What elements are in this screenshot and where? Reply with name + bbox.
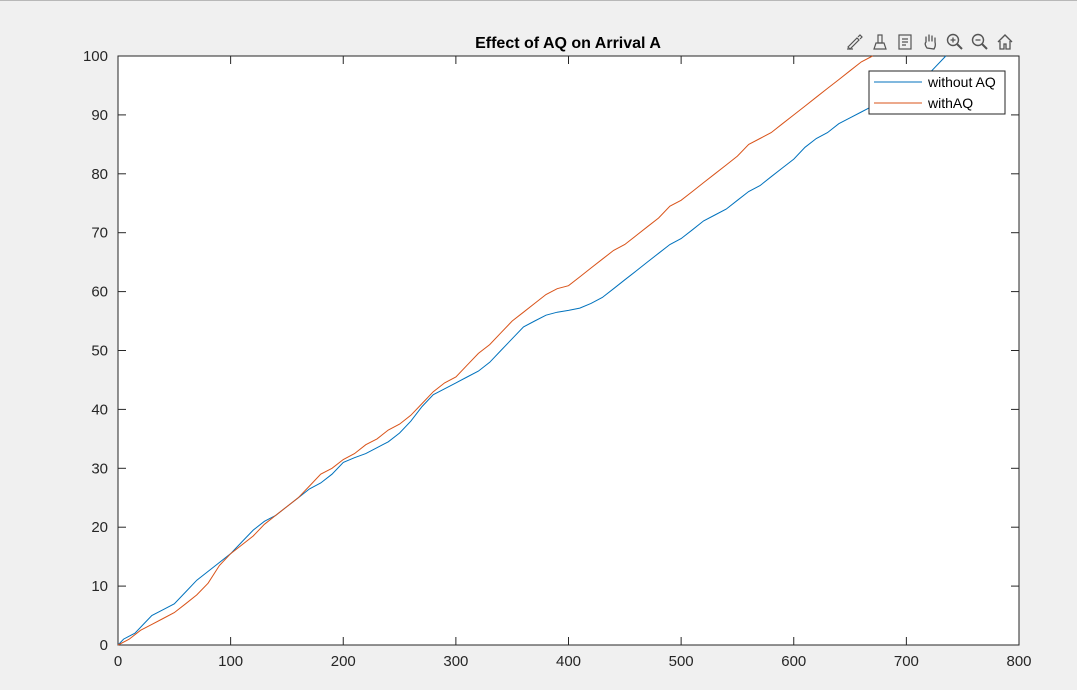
series-line-withaq [117, 55, 873, 646]
plot-area [117, 55, 1020, 646]
home-icon[interactable] [992, 30, 1017, 54]
brush-edit-icon[interactable] [842, 30, 867, 54]
zoom-in-icon[interactable] [942, 30, 967, 54]
x-tick-label: 100 [218, 653, 243, 670]
legend-box [868, 70, 1006, 115]
x-tick-label: 600 [781, 653, 806, 670]
legend-label-withaq: withAQ [927, 95, 973, 111]
y-tick-label: 90 [91, 107, 108, 124]
x-tick-label: 300 [443, 653, 468, 670]
x-tick-label: 200 [331, 653, 356, 670]
zoom-out-icon[interactable] [967, 30, 992, 54]
axis-ticks: 0 100 200 300 400 500 600 700 800 0 10 20 30 40 50 60 70… [83, 48, 1032, 670]
legend[interactable]: without AQ withAQ [868, 70, 1006, 115]
x-tick-label: 500 [669, 653, 694, 670]
series-lines [117, 55, 947, 646]
y-tick-label: 100 [83, 48, 108, 65]
x-tick-label: 0 [114, 653, 122, 670]
y-tick-label: 70 [91, 225, 108, 242]
y-tick-label: 60 [91, 284, 108, 301]
y-tick-label: 80 [91, 166, 108, 183]
y-tick-label: 20 [91, 519, 108, 536]
x-tick-label: 800 [1006, 653, 1031, 670]
y-tick-label: 0 [100, 637, 108, 654]
pan-hand-icon[interactable] [917, 30, 942, 54]
chart-title: Effect of AQ on Arrival A [475, 35, 661, 52]
x-tick-label: 400 [556, 653, 581, 670]
y-tick-label: 30 [91, 460, 108, 477]
y-tick-label: 40 [91, 401, 108, 418]
rotate-doc-icon[interactable] [892, 30, 917, 54]
axes-toolbar [842, 30, 1017, 54]
x-tick-label: 700 [894, 653, 919, 670]
data-tips-icon[interactable] [867, 30, 892, 54]
series-line-without-aq [117, 55, 947, 646]
window-top-border [0, 0, 1077, 1]
legend-label-without-aq: without AQ [927, 74, 996, 90]
y-tick-label: 50 [91, 343, 108, 360]
y-tick-label: 10 [91, 578, 108, 595]
